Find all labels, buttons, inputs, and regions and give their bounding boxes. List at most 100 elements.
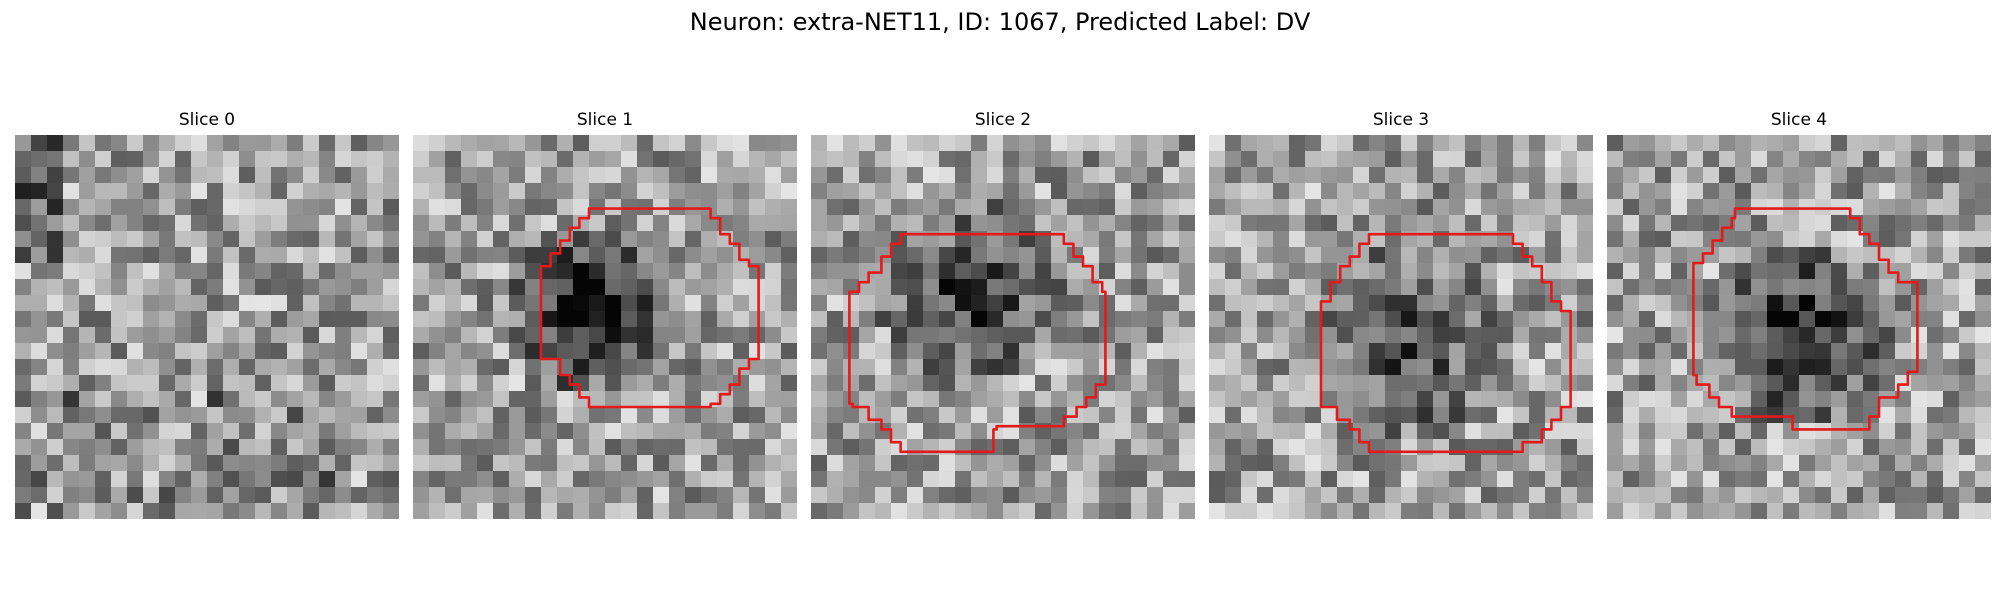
pixel (239, 423, 256, 440)
pixel (1019, 343, 1036, 360)
pixel (907, 343, 924, 360)
pixel (1561, 407, 1578, 424)
pixel (939, 407, 956, 424)
pixel (207, 439, 224, 456)
pixel (637, 167, 654, 184)
pixel (191, 439, 208, 456)
pixel (749, 135, 766, 152)
pixel (271, 199, 288, 216)
pixel (637, 231, 654, 248)
pixel (47, 183, 64, 200)
pixel (493, 167, 510, 184)
pixel (1783, 327, 1800, 344)
pixel (573, 503, 590, 519)
pixel (383, 375, 399, 392)
pixel (1401, 183, 1418, 200)
pixel (621, 391, 638, 408)
pixel (1545, 375, 1562, 392)
pixel (127, 439, 144, 456)
pixel (351, 471, 368, 488)
pixel (1831, 327, 1848, 344)
pixel (541, 151, 558, 168)
pixel (1975, 407, 1991, 424)
pixel (1561, 279, 1578, 296)
pixel (621, 423, 638, 440)
pixel (907, 327, 924, 344)
pixel (1927, 439, 1944, 456)
pixel (1751, 263, 1768, 280)
pixel (1209, 455, 1226, 472)
pixel (875, 167, 892, 184)
pixel (127, 295, 144, 312)
pixel (111, 343, 128, 360)
pixel (1863, 135, 1880, 152)
pixel (207, 423, 224, 440)
pixel (653, 503, 670, 519)
pixel (1289, 263, 1306, 280)
pixel (271, 391, 288, 408)
pixel (1449, 263, 1466, 280)
pixel (1927, 295, 1944, 312)
pixel (1433, 199, 1450, 216)
pixel (271, 263, 288, 280)
pixel (1115, 135, 1132, 152)
pixel (1671, 167, 1688, 184)
pixel (1083, 423, 1100, 440)
pixel (1783, 359, 1800, 376)
pixel (827, 439, 844, 456)
pixel (1305, 167, 1322, 184)
pixel (1783, 279, 1800, 296)
pixel (701, 183, 718, 200)
pixel (255, 135, 272, 152)
pixel (781, 311, 797, 328)
pixel (1465, 135, 1482, 152)
pixel (1003, 199, 1020, 216)
pixel (1417, 423, 1434, 440)
pixel (255, 423, 272, 440)
pixel (1927, 199, 1944, 216)
pixel (159, 471, 176, 488)
pixel (95, 359, 112, 376)
pixel (223, 199, 240, 216)
pixel (701, 311, 718, 328)
pixel (1623, 391, 1640, 408)
pixel (1225, 135, 1242, 152)
pixel (717, 471, 734, 488)
pixel (477, 295, 494, 312)
pixel (111, 439, 128, 456)
pixel (1321, 359, 1338, 376)
pixel (859, 423, 876, 440)
pixel (1783, 439, 1800, 456)
pixel (589, 247, 606, 264)
pixel (15, 279, 32, 296)
pixel (1783, 423, 1800, 440)
pixel (1815, 199, 1832, 216)
pixel (1671, 439, 1688, 456)
pixel (1083, 503, 1100, 519)
pixel (1975, 439, 1991, 456)
pixel (1067, 423, 1084, 440)
pixel (335, 471, 352, 488)
pixel (605, 247, 622, 264)
pixel (1115, 359, 1132, 376)
pixel (413, 487, 430, 504)
pixel (1863, 263, 1880, 280)
pixel (573, 231, 590, 248)
pixel (1879, 279, 1896, 296)
pixel (175, 439, 192, 456)
pixel (843, 183, 860, 200)
pixel (733, 263, 750, 280)
pixel (621, 231, 638, 248)
pixel (971, 487, 988, 504)
pixel (573, 359, 590, 376)
pixel (1561, 471, 1578, 488)
pixel (1863, 487, 1880, 504)
pixel (1163, 199, 1180, 216)
pixel (1003, 359, 1020, 376)
pixel (525, 343, 542, 360)
pixel (1655, 455, 1672, 472)
pixel (1019, 199, 1036, 216)
pixel (1623, 279, 1640, 296)
pixel (733, 327, 750, 344)
pixel (319, 151, 336, 168)
